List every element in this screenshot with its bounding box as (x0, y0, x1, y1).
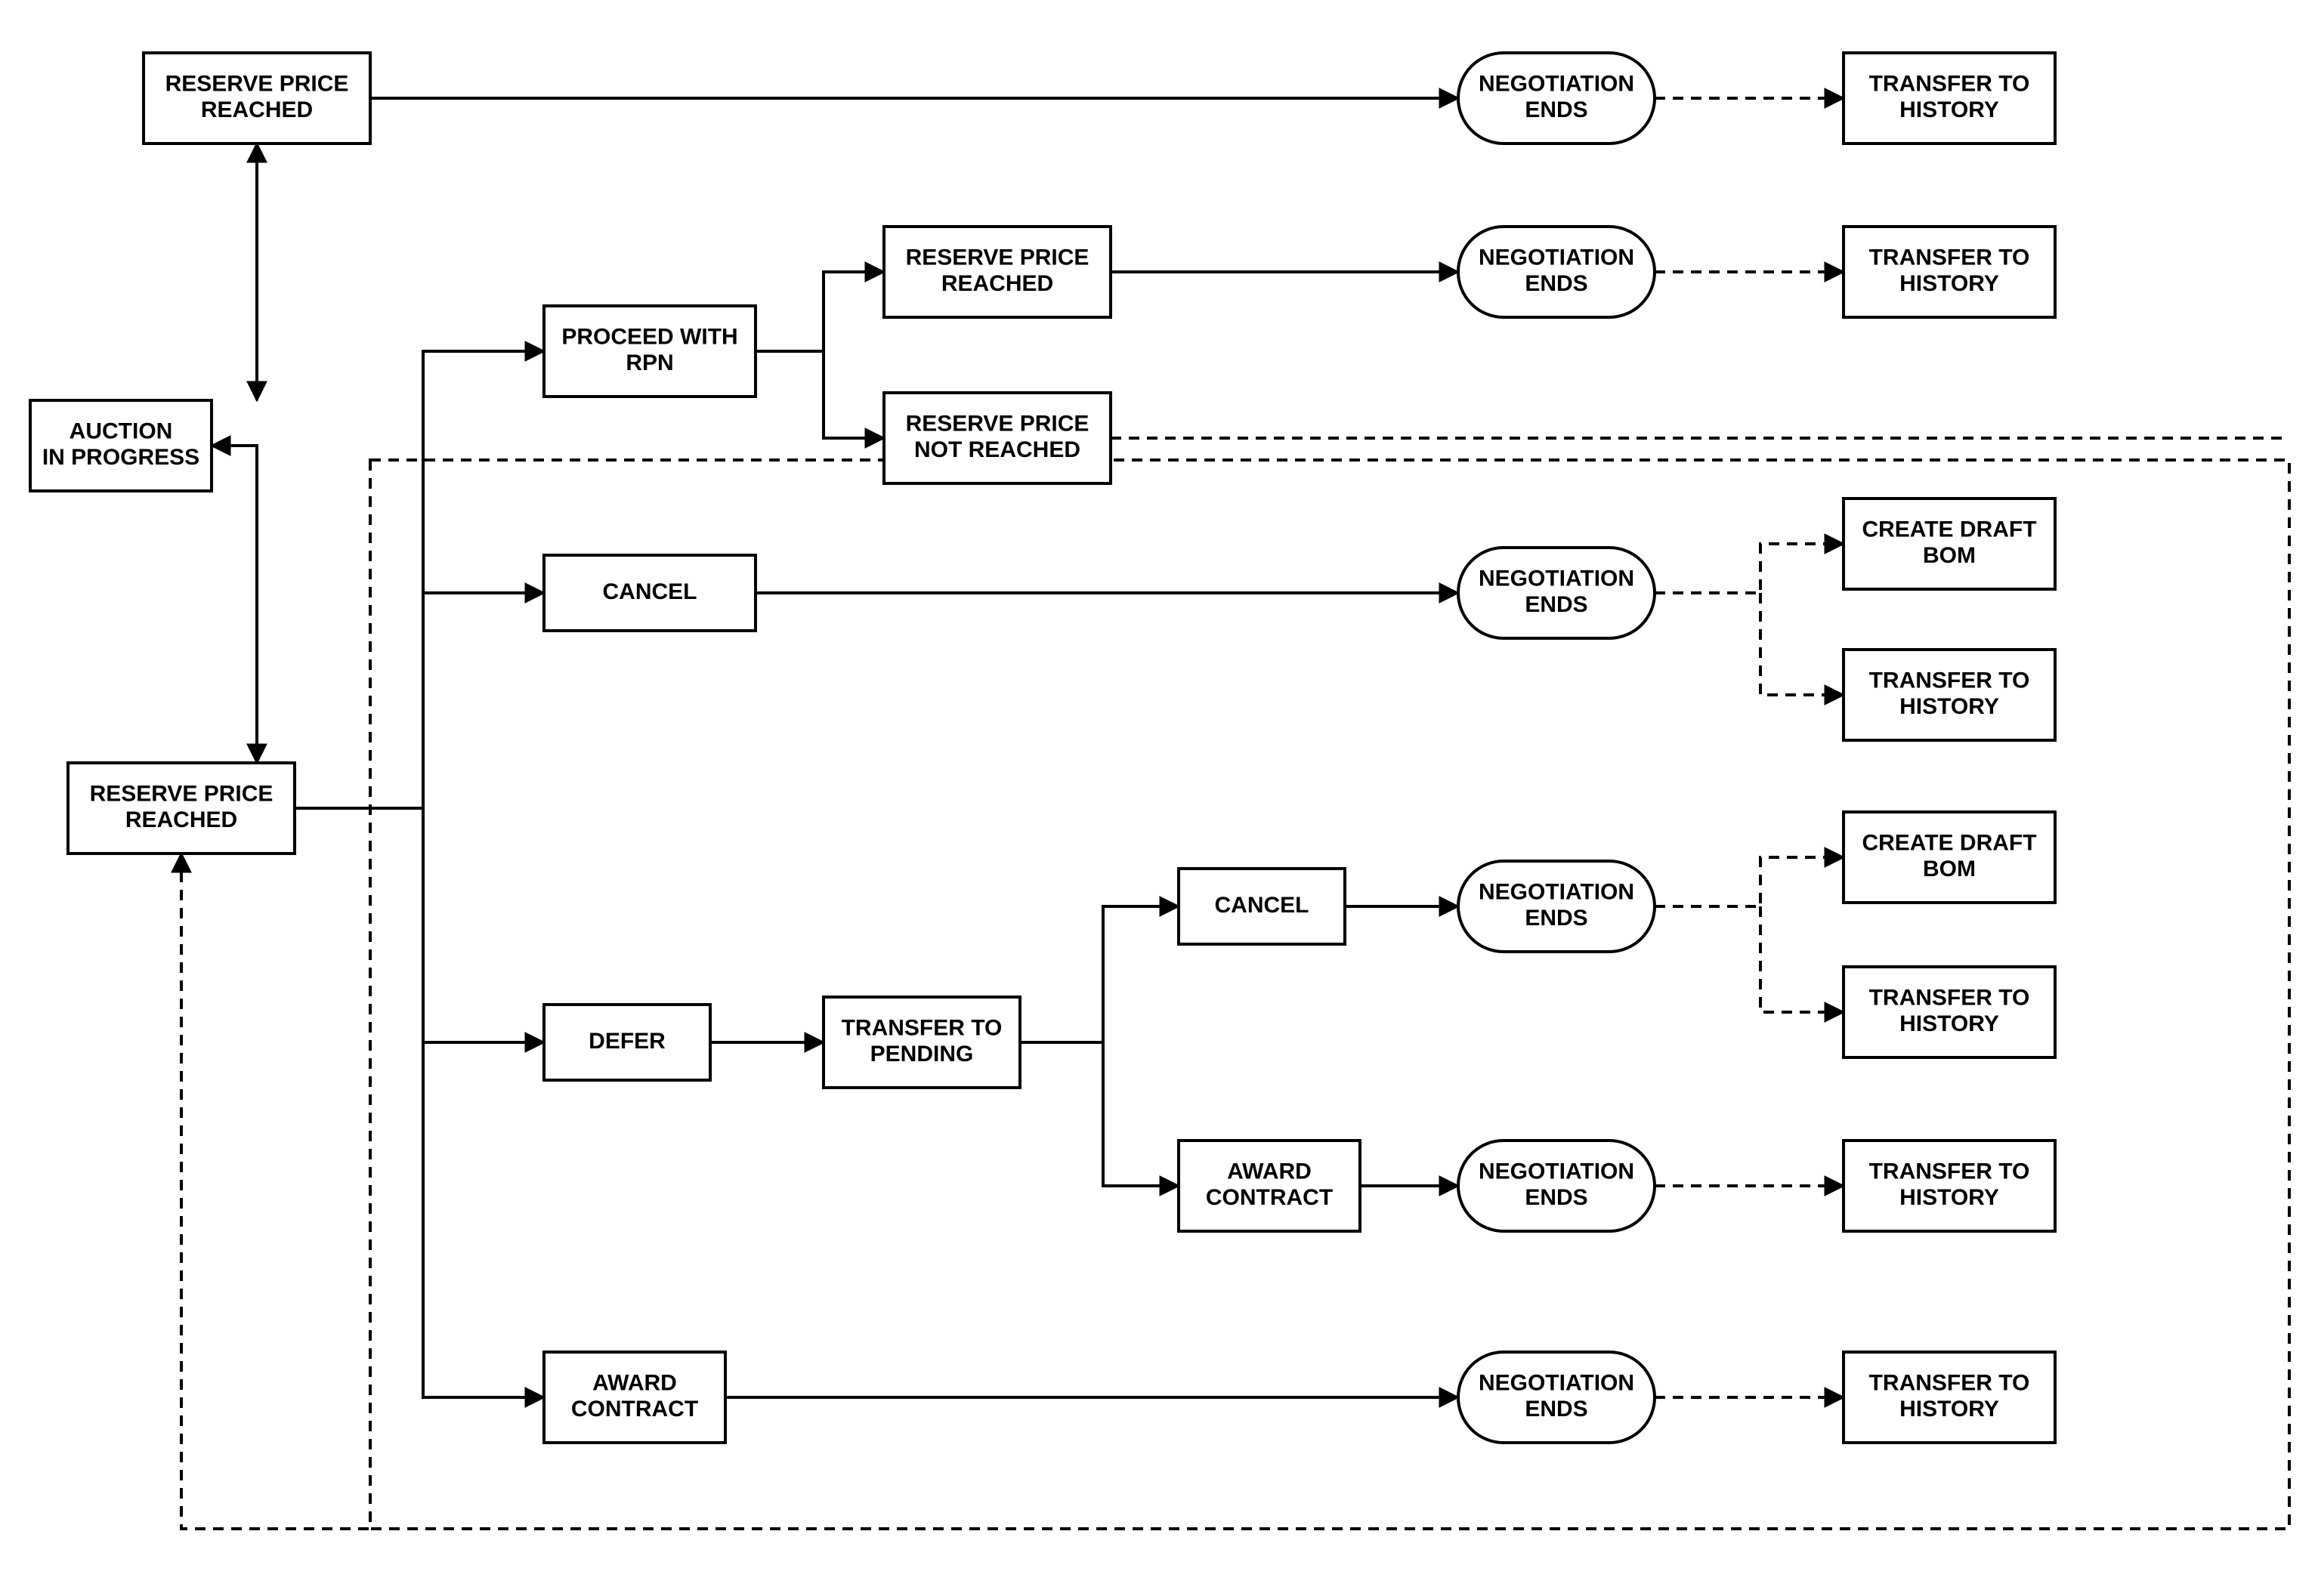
node-label: TRANSFER TO (1869, 1371, 2030, 1396)
edge (423, 1042, 544, 1397)
node-label: AWARD (1227, 1159, 1312, 1184)
node-cdb1: CREATE DRAFTBOM (1844, 499, 2055, 589)
node-th3: TRANSFER TOHISTORY (1844, 650, 2055, 740)
node-award2: AWARDCONTRACT (1179, 1141, 1360, 1231)
node-label: TRANSFER TO (842, 1016, 1003, 1041)
node-label: REACHED (941, 271, 1053, 296)
node-label: IN PROGRESS (42, 445, 199, 470)
node-label: RESERVE PRICE (165, 72, 349, 97)
edge (1655, 544, 1844, 593)
node-rpnr_left: RESERVE PRICEREACHED (68, 763, 295, 854)
node-label: HISTORY (1899, 271, 1999, 296)
node-label: NEGOTIATION (1479, 566, 1634, 591)
node-label: AUCTION (70, 419, 173, 444)
node-th5: TRANSFER TOHISTORY (1844, 1141, 2055, 1231)
node-auction: AUCTIONIN PROGRESS (30, 400, 212, 491)
node-label: CONTRACT (1206, 1185, 1333, 1210)
node-label: HISTORY (1899, 97, 1999, 122)
node-label: HISTORY (1899, 1011, 1999, 1036)
node-label: PROCEED WITH (561, 325, 737, 350)
node-label: RESERVE PRICE (90, 782, 274, 807)
node-proceed_rpn: PROCEED WITHRPN (544, 306, 756, 397)
node-label: ENDS (1525, 1397, 1587, 1422)
node-neg5: NEGOTIATIONENDS (1458, 1141, 1655, 1231)
node-rpr_mid: RESERVE PRICEREACHED (884, 227, 1111, 317)
edge (1760, 593, 1844, 695)
node-label: NEGOTIATION (1479, 1159, 1634, 1184)
node-label: ENDS (1525, 97, 1587, 122)
node-award1: AWARDCONTRACT (544, 1352, 725, 1443)
node-label: NEGOTIATION (1479, 880, 1634, 905)
node-label: HISTORY (1899, 1185, 1999, 1210)
edge (824, 351, 884, 438)
node-cancel2: CANCEL (1179, 869, 1345, 944)
node-label: RPN (626, 350, 673, 375)
node-neg2: NEGOTIATIONENDS (1458, 227, 1655, 317)
node-label: RESERVE PRICE (906, 245, 1089, 270)
node-label: DEFER (589, 1029, 666, 1054)
node-label: CANCEL (603, 579, 697, 604)
node-label: HISTORY (1899, 1397, 1999, 1422)
node-label: AWARD (592, 1371, 677, 1396)
node-label: NEGOTIATION (1479, 245, 1634, 270)
node-label: ENDS (1525, 271, 1587, 296)
node-neg1: NEGOTIATIONENDS (1458, 53, 1655, 144)
node-th4: TRANSFER TOHISTORY (1844, 967, 2055, 1057)
node-label: ENDS (1525, 1185, 1587, 1210)
node-th6: TRANSFER TOHISTORY (1844, 1352, 2055, 1443)
node-label: ENDS (1525, 592, 1587, 617)
node-label: CREATE DRAFT (1862, 517, 2036, 542)
node-label: ENDS (1525, 906, 1587, 931)
node-label: RESERVE PRICE (906, 412, 1089, 437)
node-transfer_pend: TRANSFER TOPENDING (824, 997, 1020, 1088)
node-th1: TRANSFER TOHISTORY (1844, 53, 2055, 144)
node-label: NEGOTIATION (1479, 72, 1634, 97)
node-label: TRANSFER TO (1869, 1159, 2030, 1184)
node-cancel1: CANCEL (544, 555, 756, 631)
node-label: NEGOTIATION (1479, 1371, 1634, 1396)
node-label: TRANSFER TO (1869, 986, 2030, 1011)
edge (1020, 906, 1179, 1042)
node-label: CREATE DRAFT (1862, 831, 2036, 856)
node-label: PENDING (870, 1042, 974, 1067)
node-label: TRANSFER TO (1869, 245, 2030, 270)
node-label: BOM (1923, 857, 1976, 881)
node-label: BOM (1923, 543, 1976, 568)
flowchart-canvas: AUCTIONIN PROGRESSRESERVE PRICEREACHEDRE… (0, 0, 2318, 1596)
edge (1760, 906, 1844, 1012)
edge (181, 854, 370, 1529)
node-label: TRANSFER TO (1869, 668, 2030, 693)
node-rpnr_mid: RESERVE PRICENOT REACHED (884, 393, 1111, 483)
node-th2: TRANSFER TOHISTORY (1844, 227, 2055, 317)
node-label: TRANSFER TO (1869, 72, 2030, 97)
node-rpr_top: RESERVE PRICEREACHED (144, 53, 370, 144)
edge (756, 272, 884, 351)
node-neg6: NEGOTIATIONENDS (1458, 1352, 1655, 1443)
node-label: CANCEL (1215, 893, 1309, 918)
node-label: CONTRACT (571, 1397, 698, 1422)
node-label: NOT REACHED (914, 437, 1080, 462)
node-neg3: NEGOTIATIONENDS (1458, 548, 1655, 638)
edge (1655, 857, 1844, 906)
node-defer: DEFER (544, 1005, 710, 1080)
node-neg4: NEGOTIATIONENDS (1458, 861, 1655, 952)
node-label: HISTORY (1899, 694, 1999, 719)
edge (212, 446, 257, 763)
edge (423, 593, 544, 808)
edge (423, 808, 544, 1042)
node-label: REACHED (125, 807, 237, 832)
node-cdb2: CREATE DRAFTBOM (1844, 812, 2055, 903)
edge (1103, 1042, 1179, 1186)
edge (295, 351, 544, 808)
node-label: REACHED (201, 97, 313, 122)
